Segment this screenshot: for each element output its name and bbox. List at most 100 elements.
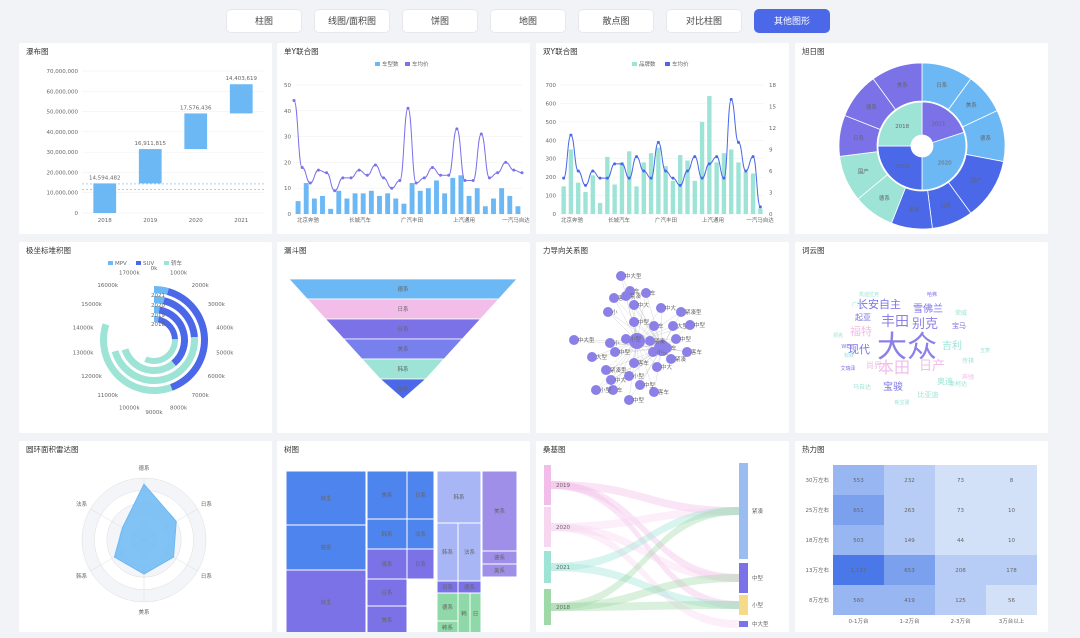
line-point <box>678 183 682 187</box>
funnel-label: 德系 <box>397 285 409 293</box>
heatmap-value: 178 <box>1006 568 1017 574</box>
sankey-target-node <box>739 563 748 593</box>
data-label: 14,403,619 <box>226 76 258 82</box>
heatmap-value: 232 <box>904 478 915 484</box>
heatmap-value: 1,197 <box>851 568 867 574</box>
line-point <box>569 133 573 137</box>
x-tick-label: 一汽马自达 <box>502 216 530 224</box>
line-point <box>562 176 566 180</box>
line-point <box>671 176 675 180</box>
node-label: 大型 <box>596 353 608 361</box>
radar-indicator: 德系 <box>138 464 150 472</box>
legend-swatch <box>632 62 637 66</box>
line-point <box>382 176 386 180</box>
bar <box>736 162 741 214</box>
y2-tick-label: 9 <box>769 148 773 154</box>
node-label: 客车 <box>638 359 650 367</box>
bar <box>729 149 734 214</box>
angle-tick-label: 13000k <box>73 351 94 357</box>
polar-bar <box>158 306 189 367</box>
graph-edge <box>613 297 638 342</box>
graph-node <box>624 395 634 405</box>
x-tick-label: 上汽通用 <box>453 216 475 224</box>
graph-node <box>648 347 658 357</box>
bar <box>583 191 588 214</box>
tab-3[interactable]: 饼图 <box>402 9 478 33</box>
heatmap-cell <box>884 525 935 555</box>
sunburst-inner-slice <box>877 101 923 147</box>
graph-node <box>587 352 597 362</box>
panel-title: 漏斗图 <box>284 246 307 255</box>
sankey-flow <box>551 481 739 582</box>
graph-node <box>666 354 676 364</box>
legend-swatch <box>108 261 113 265</box>
word: 斯柯达 <box>949 380 967 388</box>
x-tick-label: 2018 <box>98 218 112 224</box>
line-point <box>693 155 697 159</box>
funnel-label: 日系 <box>397 325 409 333</box>
line-point <box>479 132 483 136</box>
tab-5[interactable]: 散点图 <box>578 9 654 33</box>
bar <box>442 193 448 214</box>
tab-4[interactable]: 地图 <box>490 9 566 33</box>
series-line <box>563 98 761 208</box>
polar-bar <box>100 323 173 394</box>
radial-label: 2018 <box>151 322 165 328</box>
treemap-label: 韩系 <box>442 548 454 556</box>
radial-label: 2019 <box>151 313 165 319</box>
bar <box>409 183 415 214</box>
y-tick-label: 600 <box>546 101 557 107</box>
word: 比亚迪 <box>918 390 939 399</box>
heatmap-cell <box>935 465 986 495</box>
graph-node <box>603 307 613 317</box>
sunburst-inner-label: 2018 <box>895 124 909 130</box>
sunburst-inner-slice <box>877 145 923 191</box>
bar <box>641 162 646 214</box>
line-point <box>390 186 394 190</box>
line-point <box>576 169 580 173</box>
heatmap-value: 149 <box>904 538 915 544</box>
sankey-source-node <box>544 507 551 547</box>
graph-node <box>621 291 631 301</box>
line-point <box>325 171 329 175</box>
angle-tick-label: 11000k <box>97 393 118 399</box>
treemap-label: 法系 <box>415 530 427 538</box>
line-point <box>649 176 653 180</box>
tab-2[interactable]: 线图/面积图 <box>314 9 390 33</box>
line-point <box>406 106 410 110</box>
node-label: 客车 <box>658 388 670 396</box>
bar <box>482 206 488 214</box>
heatmap-cell <box>833 585 884 615</box>
heatmap-cell <box>986 525 1037 555</box>
sankey-source-label: 2021 <box>556 565 570 571</box>
sankey-target-node <box>739 463 748 559</box>
tab-1[interactable]: 柱图 <box>226 9 302 33</box>
sunburst-outer-label: 国产 <box>858 167 870 175</box>
legend-label: 轿车 <box>171 259 183 267</box>
word: 马自达 <box>853 383 871 391</box>
line-point <box>487 176 491 180</box>
polar-bar <box>157 316 178 340</box>
bar <box>417 190 423 214</box>
sunburst-outer-label: 德系 <box>879 194 891 202</box>
node-label: 小型 <box>630 335 642 343</box>
word: WEY <box>841 344 853 350</box>
funnel-label: 美系 <box>397 345 409 353</box>
heatmap-value: 73 <box>957 478 964 484</box>
panel-title: 极坐标堆积图 <box>26 246 71 255</box>
tab-6[interactable]: 对比柱图 <box>666 9 742 33</box>
graph-node <box>605 338 615 348</box>
node-label: 紧凑 <box>630 292 642 300</box>
sunburst-outer-label: 国产 <box>971 176 983 184</box>
bar <box>576 182 581 214</box>
heatmap-value: 553 <box>853 478 864 484</box>
angle-tick-label: 6000k <box>208 374 226 380</box>
bar <box>401 203 407 214</box>
line-point <box>496 171 500 175</box>
bar <box>743 171 748 214</box>
graph-node <box>601 365 611 375</box>
graph-node <box>608 385 618 395</box>
sunburst-inner-slice <box>921 101 965 144</box>
node-label: 中型 <box>694 321 706 329</box>
tab-7[interactable]: 其他图形 <box>754 9 830 33</box>
